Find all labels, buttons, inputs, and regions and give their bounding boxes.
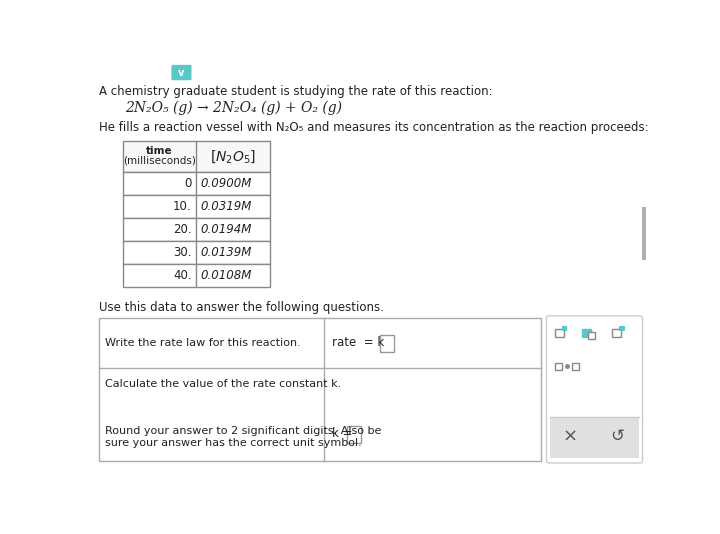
Bar bbox=[122, 218, 270, 241]
Bar bbox=[99, 318, 541, 461]
Text: 0.0194M: 0.0194M bbox=[201, 223, 252, 236]
Bar bbox=[642, 207, 647, 261]
Bar bbox=[582, 329, 590, 337]
Text: 0: 0 bbox=[184, 177, 192, 190]
Text: (milliseconds): (milliseconds) bbox=[123, 156, 196, 166]
Text: Round your answer to 2 significant digits. Also be: Round your answer to 2 significant digit… bbox=[104, 426, 381, 436]
Text: 0.0900M: 0.0900M bbox=[201, 177, 252, 190]
Text: A chemistry graduate student is studying the rate of this reaction:: A chemistry graduate student is studying… bbox=[99, 85, 493, 98]
Text: 10.: 10. bbox=[173, 200, 192, 213]
Text: Use this data to answer the following questions.: Use this data to answer the following qu… bbox=[99, 301, 384, 314]
FancyBboxPatch shape bbox=[171, 65, 192, 80]
Bar bbox=[555, 329, 564, 337]
Text: 20.: 20. bbox=[173, 223, 192, 236]
Bar bbox=[619, 326, 625, 331]
Text: ↺: ↺ bbox=[610, 427, 624, 445]
Text: Write the rate law for this reaction.: Write the rate law for this reaction. bbox=[104, 338, 300, 348]
Text: 2N₂O₅ (g) → 2N₂O₄ (g) + O₂ (g): 2N₂O₅ (g) → 2N₂O₄ (g) + O₂ (g) bbox=[125, 101, 342, 115]
Text: 40.: 40. bbox=[173, 269, 192, 282]
Bar bbox=[549, 417, 639, 458]
Bar bbox=[122, 141, 270, 172]
Bar bbox=[122, 195, 270, 218]
Bar bbox=[572, 363, 579, 370]
Text: 0.0319M: 0.0319M bbox=[201, 200, 252, 213]
Text: rate  = k: rate = k bbox=[332, 336, 384, 349]
Bar bbox=[555, 363, 562, 370]
Text: k =: k = bbox=[332, 427, 352, 440]
Text: $[N_2O_5]$: $[N_2O_5]$ bbox=[210, 148, 256, 165]
Text: Calculate the value of the rate constant k.: Calculate the value of the rate constant… bbox=[104, 379, 341, 389]
FancyBboxPatch shape bbox=[546, 316, 642, 463]
Bar bbox=[122, 264, 270, 287]
Text: 30.: 30. bbox=[173, 246, 192, 259]
Bar bbox=[122, 172, 270, 195]
Text: ×: × bbox=[563, 427, 578, 445]
Text: v: v bbox=[179, 67, 184, 77]
Bar bbox=[122, 241, 270, 264]
Bar bbox=[588, 332, 595, 339]
Bar bbox=[562, 326, 567, 331]
Bar bbox=[380, 335, 394, 352]
Bar bbox=[612, 329, 621, 337]
Text: 0.0139M: 0.0139M bbox=[201, 246, 252, 259]
Text: 0.0108M: 0.0108M bbox=[201, 269, 252, 282]
Text: He fills a reaction vessel with N₂O₅ and measures its concentration as the react: He fills a reaction vessel with N₂O₅ and… bbox=[99, 121, 649, 134]
Text: time: time bbox=[146, 146, 173, 156]
Text: sure your answer has the correct unit symbol.: sure your answer has the correct unit sy… bbox=[104, 437, 361, 447]
Bar bbox=[347, 426, 361, 443]
